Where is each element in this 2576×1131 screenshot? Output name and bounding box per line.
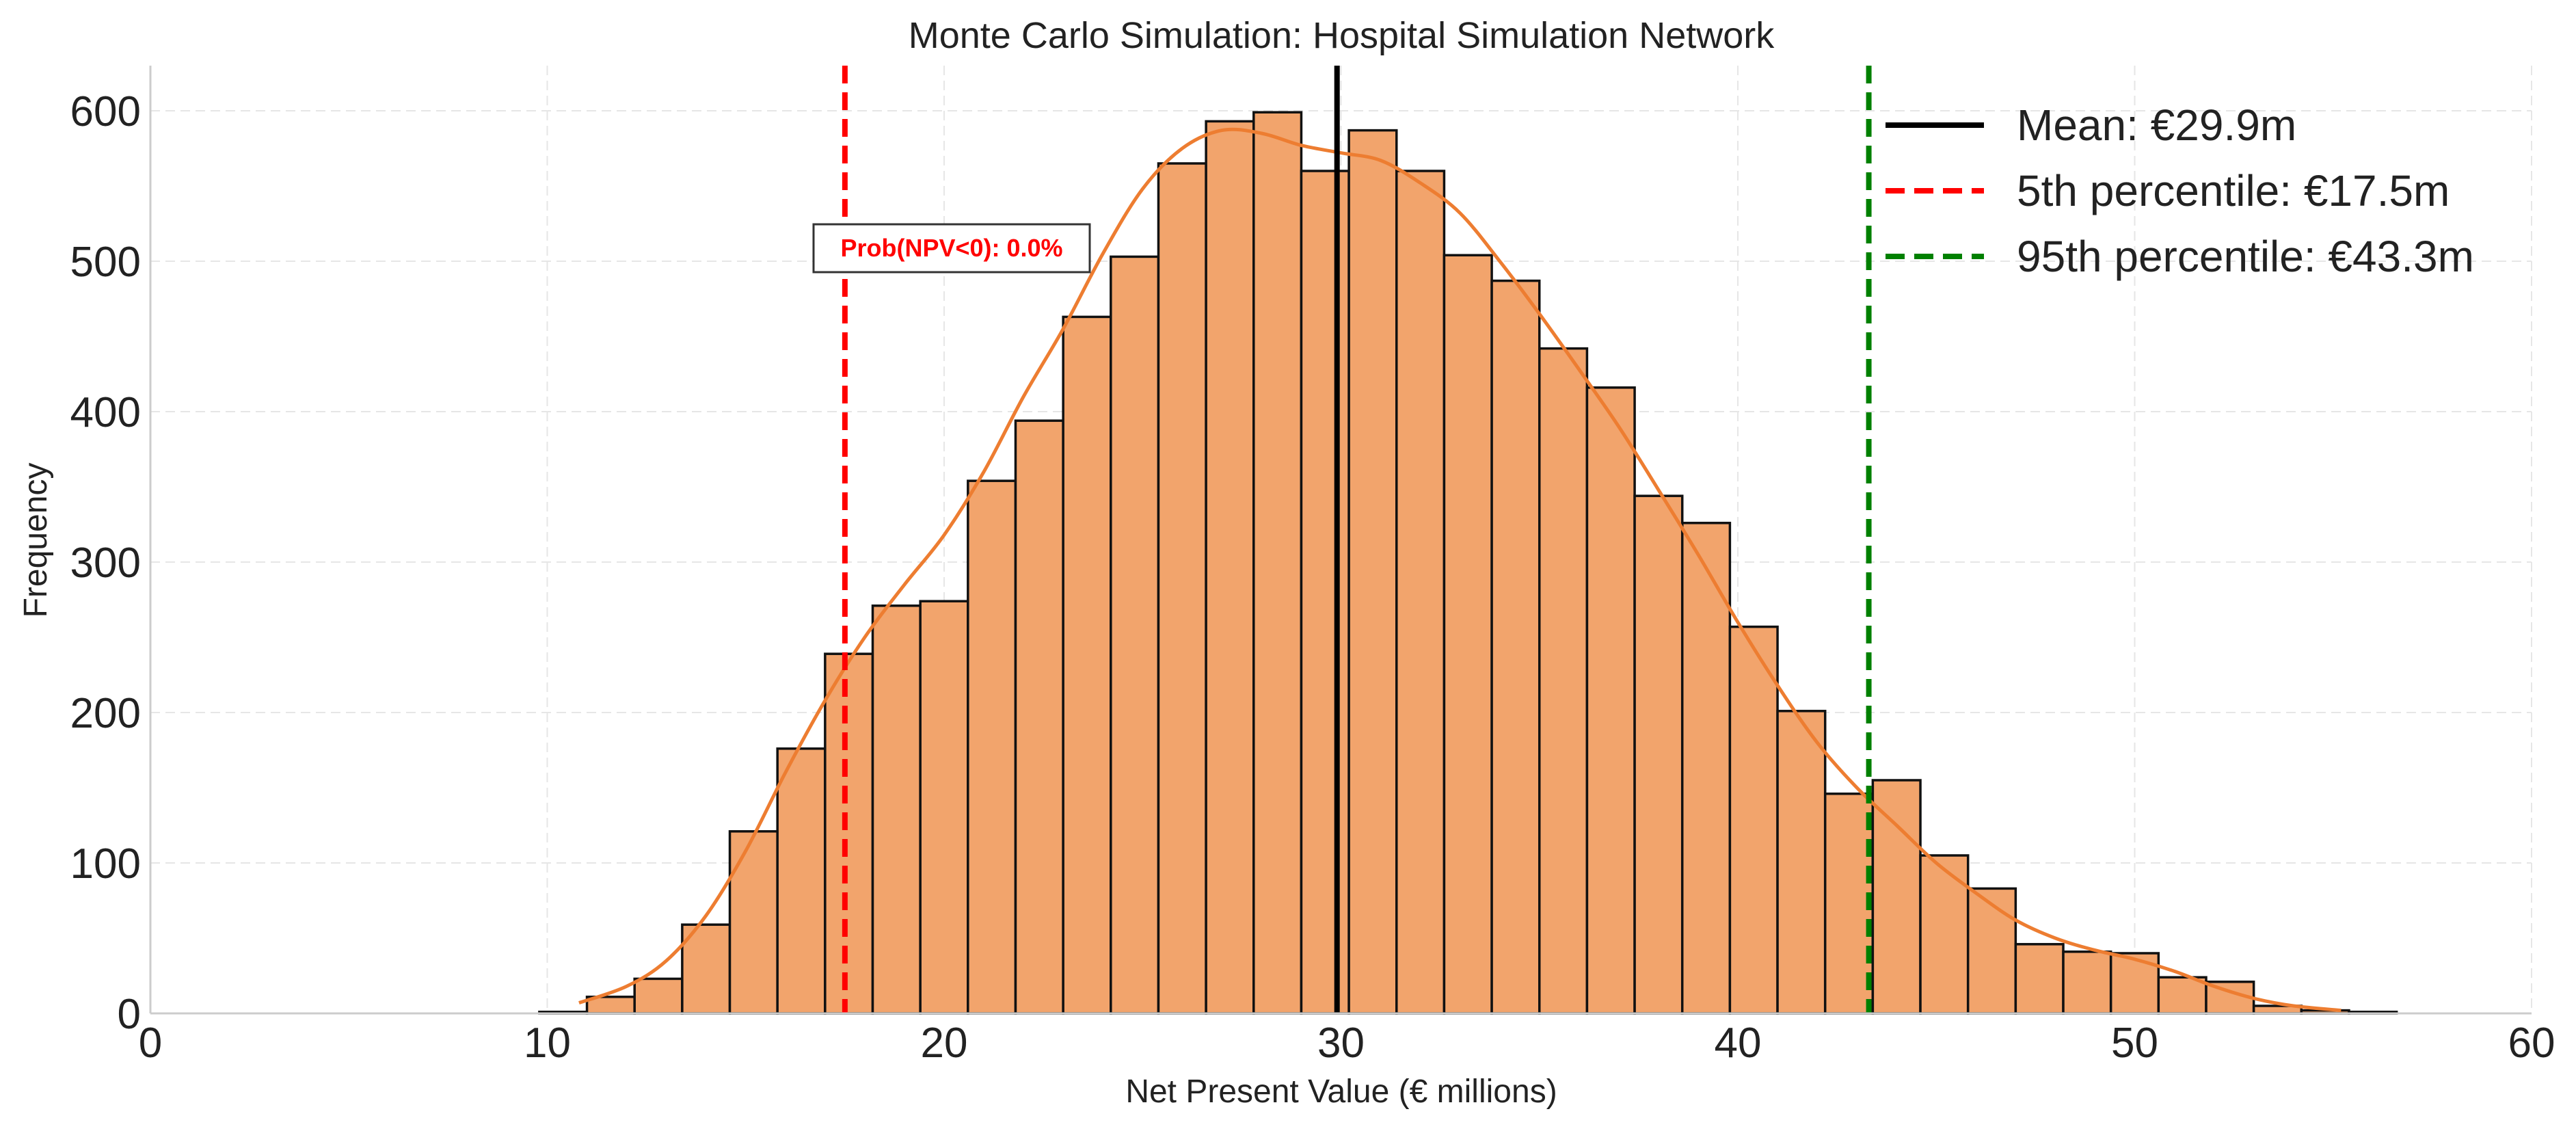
legend-label-p5: 5th percentile: €17.5m xyxy=(2017,166,2450,215)
x-tick-label: 60 xyxy=(2508,1020,2555,1067)
histogram-bar xyxy=(2014,943,2065,1015)
histogram-bar xyxy=(1490,279,1541,1015)
histogram-bar xyxy=(1680,522,1732,1015)
histogram-bar xyxy=(1062,315,1112,1015)
histogram-bar xyxy=(1919,854,1970,1015)
reference-lines xyxy=(842,66,1872,1013)
annotation-box xyxy=(812,223,1091,274)
histogram-bar xyxy=(871,604,922,1015)
histogram-bar xyxy=(1538,347,1589,1015)
y-tick-label: 600 xyxy=(70,88,141,135)
y-tick-label: 200 xyxy=(70,690,141,737)
prob-annotation: Prob(NPV<0): 0.0% xyxy=(812,223,1091,274)
histogram-bar xyxy=(1443,254,1493,1015)
histogram-bar xyxy=(776,747,827,1015)
x-tick-label: 0 xyxy=(139,1020,162,1067)
y-tick-label: 0 xyxy=(118,991,141,1038)
histogram-bar xyxy=(967,479,1017,1015)
y-tick-label: 500 xyxy=(70,239,141,286)
histogram-bar xyxy=(1157,162,1207,1015)
histogram-bar xyxy=(1300,170,1350,1015)
histogram-bar xyxy=(2157,976,2208,1015)
axes xyxy=(149,66,2532,1015)
y-tick-label: 300 xyxy=(70,540,141,587)
histogram-bar xyxy=(1585,386,1636,1015)
histogram-bars xyxy=(538,111,2398,1015)
y-tick-labels: 0 100 200 300 400 500 600 xyxy=(70,88,141,1038)
y-tick-label: 400 xyxy=(70,389,141,436)
histogram-bar xyxy=(1966,887,2017,1015)
x-tick-label: 30 xyxy=(1317,1020,1365,1067)
histogram-bar xyxy=(824,652,874,1015)
histogram-bar xyxy=(1871,779,1922,1015)
chart-title: Monte Carlo Simulation: Hospital Simulat… xyxy=(909,15,1775,56)
legend-label-p95: 95th percentile: €43.3m xyxy=(2017,232,2474,281)
legend-label-mean: Mean: €29.9m xyxy=(2017,101,2296,150)
x-axis-label: Net Present Value (€ millions) xyxy=(1125,1074,1557,1110)
y-axis-label: Frequency xyxy=(18,463,54,618)
kde-curve xyxy=(578,127,2342,1013)
x-tick-label: 20 xyxy=(921,1020,968,1067)
histogram-bar xyxy=(2062,950,2112,1015)
y-tick-label: 100 xyxy=(70,840,141,888)
histogram-bar xyxy=(1776,710,1827,1015)
histogram-bar xyxy=(1395,170,1446,1015)
histogram-bar xyxy=(728,830,779,1015)
histogram-bar xyxy=(1728,625,1779,1015)
histogram-bar xyxy=(1823,793,1875,1015)
histogram-bar xyxy=(1205,120,1255,1015)
histogram-bar xyxy=(1110,255,1160,1015)
x-tick-label: 50 xyxy=(2111,1020,2158,1067)
histogram-bar xyxy=(1633,494,1684,1015)
histogram-bar xyxy=(633,977,684,1015)
x-tick-labels: 0 10 20 30 40 50 60 xyxy=(139,1020,2555,1067)
annotation-text: Prob(NPV<0): 0.0% xyxy=(840,234,1062,262)
histogram-bar xyxy=(1252,111,1303,1015)
histogram-bar xyxy=(1014,419,1064,1015)
histogram-bar xyxy=(1347,129,1398,1015)
legend: Mean: €29.9m 5th percentile: €17.5m 95th… xyxy=(1886,101,2474,281)
histogram-bar xyxy=(919,600,969,1015)
x-tick-label: 40 xyxy=(1715,1020,1762,1067)
x-tick-label: 10 xyxy=(524,1020,571,1067)
